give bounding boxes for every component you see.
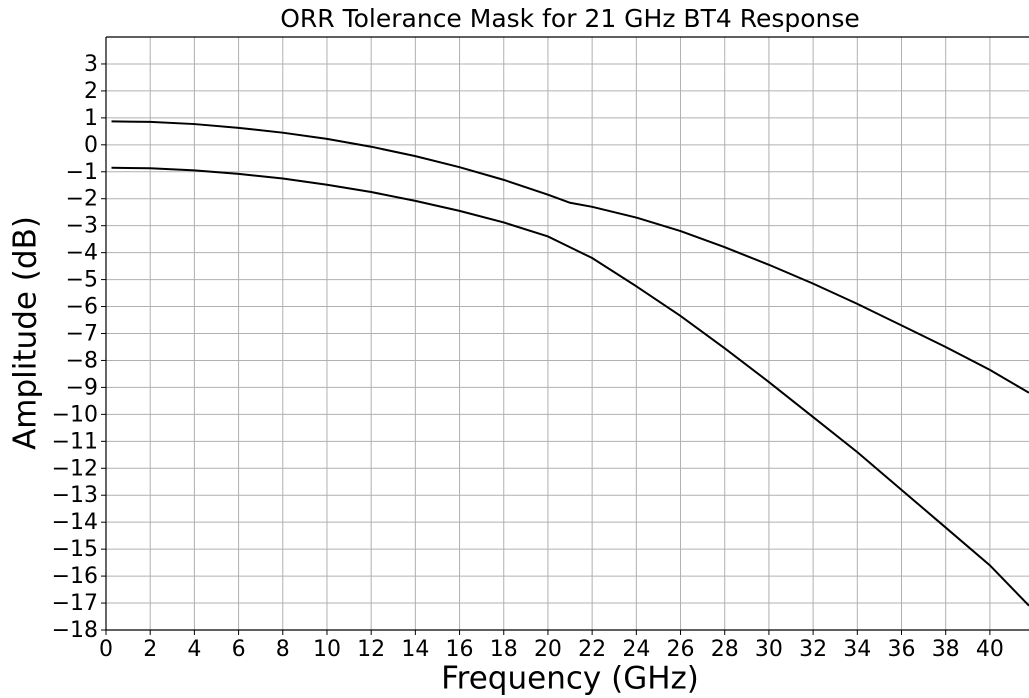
x-tick-label: 16 xyxy=(446,637,474,662)
line-series xyxy=(111,166,1029,607)
chart-title: ORR Tolerance Mask for 21 GHz BT4 Respon… xyxy=(280,4,860,33)
y-tick-label: −1 xyxy=(66,160,98,185)
x-axis-label: Frequency (GHz) xyxy=(441,661,699,697)
x-tick-label: 30 xyxy=(755,637,783,662)
x-tick-label: 6 xyxy=(232,637,246,662)
y-tick-label: −8 xyxy=(66,348,98,373)
y-tick-label: −11 xyxy=(52,429,98,454)
x-tick-label: 28 xyxy=(711,637,739,662)
plot-frame xyxy=(105,36,1029,631)
line-series xyxy=(111,120,1029,394)
x-tick-label: 40 xyxy=(976,637,1004,662)
x-tick-label: 2 xyxy=(143,637,157,662)
y-tick-label: −14 xyxy=(52,510,98,535)
y-tick-label: −16 xyxy=(52,564,98,589)
y-tick-label: −12 xyxy=(52,456,98,481)
y-tick-label: 0 xyxy=(84,133,98,158)
x-tick-label: 12 xyxy=(357,637,385,662)
x-tick-label: 26 xyxy=(667,637,695,662)
x-tick-label: 24 xyxy=(622,637,650,662)
x-tick-label: 14 xyxy=(401,637,429,662)
y-tick-label: −3 xyxy=(66,214,98,239)
x-tick-label: 22 xyxy=(578,637,606,662)
y-tick-label: −4 xyxy=(66,241,98,266)
x-tick-label: 36 xyxy=(887,637,915,662)
x-tick-label: 0 xyxy=(99,637,113,662)
y-tick-label: −6 xyxy=(66,295,98,320)
y-tick-label: −7 xyxy=(66,322,98,347)
x-tick-label: 18 xyxy=(490,637,518,662)
y-axis-label: Amplitude (dB) xyxy=(8,216,44,450)
x-tick-label: 4 xyxy=(187,637,201,662)
y-tick-label: −17 xyxy=(52,591,98,616)
x-tick-label: 38 xyxy=(932,637,960,662)
y-tick-label: −9 xyxy=(66,375,98,400)
y-tick-label: −10 xyxy=(52,402,98,427)
x-tick-label: 8 xyxy=(276,637,290,662)
x-tick-label: 32 xyxy=(799,637,827,662)
x-tick-label: 10 xyxy=(313,637,341,662)
y-tick-label: −15 xyxy=(52,537,98,562)
y-tick-label: 1 xyxy=(84,106,98,131)
y-tick-label: −5 xyxy=(66,268,98,293)
y-tick-label: 2 xyxy=(84,79,98,104)
y-tick-label: −18 xyxy=(52,618,98,643)
y-tick-label: 3 xyxy=(84,52,98,77)
y-tick-label: −2 xyxy=(66,187,98,212)
x-tick-label: 20 xyxy=(534,637,562,662)
y-tick-label: −13 xyxy=(52,483,98,508)
x-tick-label: 34 xyxy=(843,637,871,662)
